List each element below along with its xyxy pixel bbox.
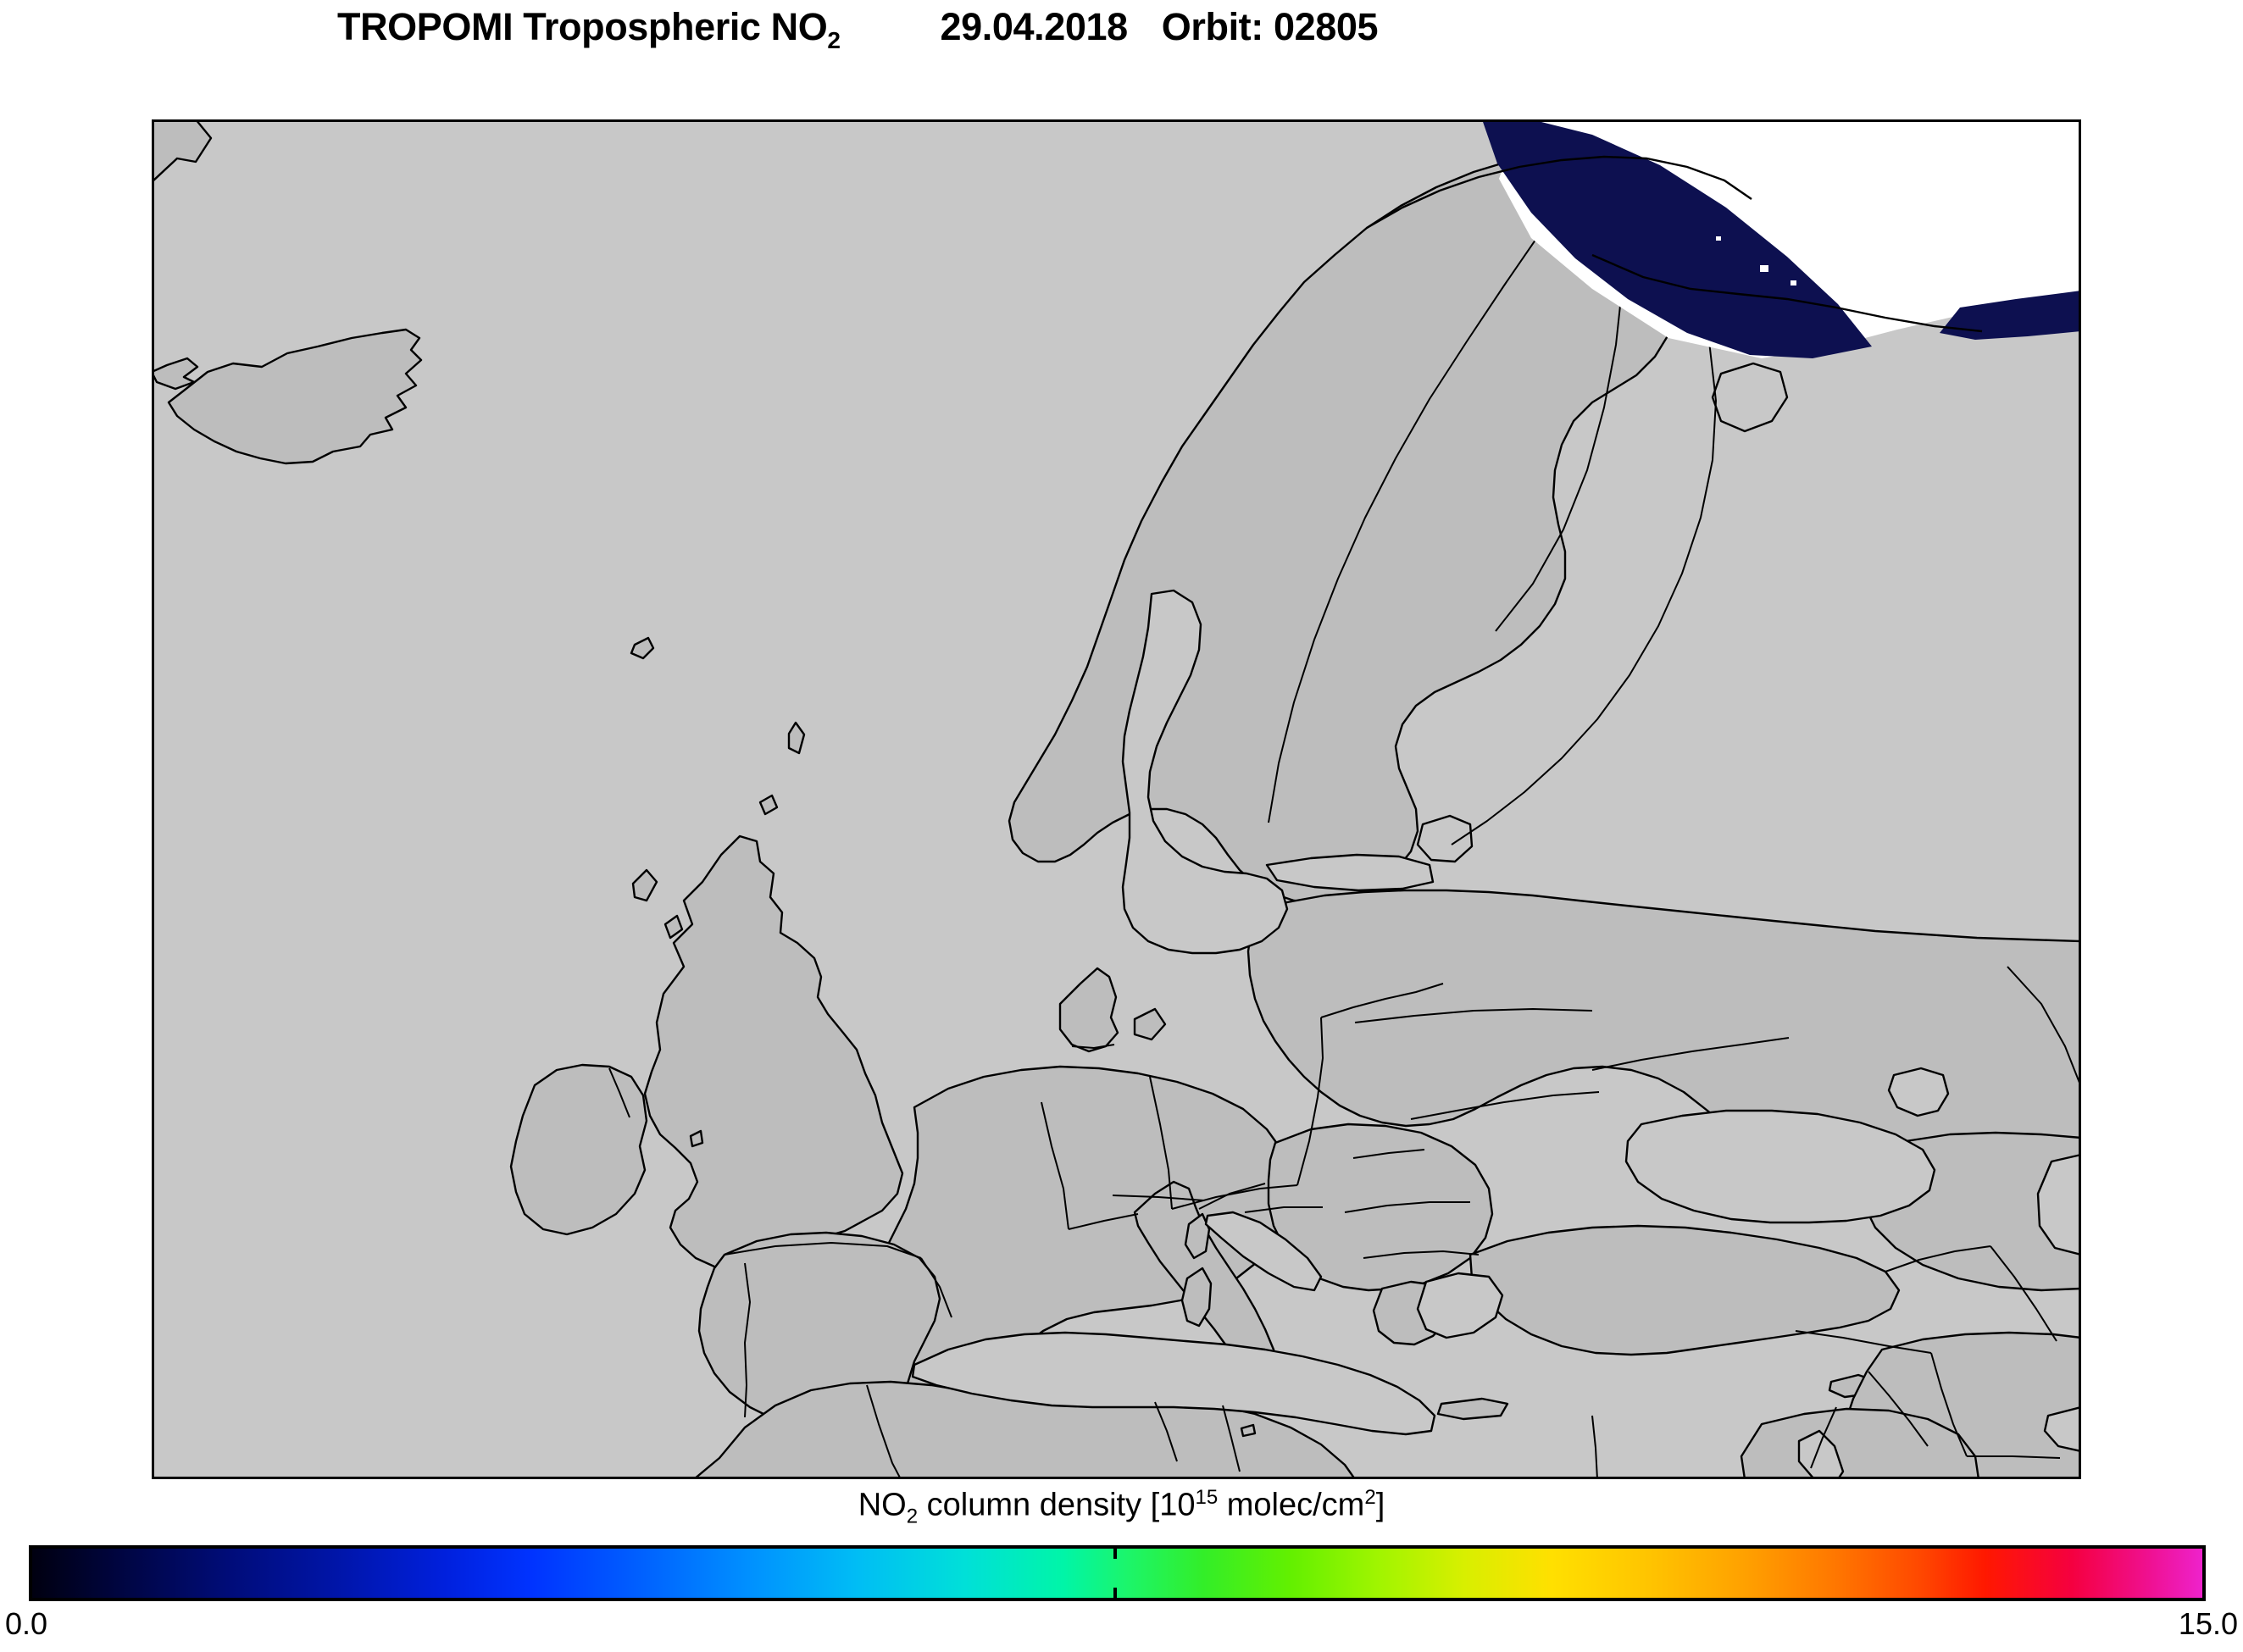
instrument-title-text: TROPOMI Tropospheric NO: [337, 5, 828, 48]
hebrides: [631, 868, 658, 902]
ireland: [509, 1063, 648, 1236]
border-syria-iraq: [1930, 1352, 1968, 1457]
border-bulgaria-greece-turkey: [1363, 1250, 1480, 1259]
swath-speckles: [1646, 201, 1784, 274]
swath-low-value-region: [1483, 122, 1872, 358]
border-romania-ukraine: [1410, 1091, 1600, 1120]
colorbar-label-subscript: 2: [906, 1505, 919, 1528]
orbit-label: Orbit:: [1161, 5, 1263, 48]
border-france-germany: [1041, 1101, 1069, 1230]
border-finland-russia: [1451, 229, 1717, 845]
greenland-sliver: [154, 122, 213, 181]
border-israel-egypt: [1810, 1406, 1837, 1469]
colorbar-min-label: 0.0: [5, 1606, 48, 1641]
country-borders-group: [608, 220, 2079, 1477]
faroe-islands: [630, 636, 655, 660]
border-turkey-syria: [1795, 1330, 1932, 1354]
arctic-coastline-overstroke: [1366, 155, 1983, 333]
page-title: TROPOMI Tropospheric NO2 29.04.2018 Orbit:…: [337, 5, 1379, 54]
border-france-spain-pyrenees: [920, 1257, 952, 1318]
border-algeria-libya: [1222, 1405, 1241, 1472]
mediterranean-sea: [911, 1331, 1436, 1436]
colorbar-label-units: molec/cm: [1218, 1487, 1365, 1523]
colorbar-label-bracket-close: ]: [1375, 1487, 1385, 1523]
inland-seas-group: [911, 362, 2079, 1477]
colorbar-gradient[interactable]: [29, 1545, 2206, 1601]
crete: [1436, 1397, 1509, 1421]
border-turkey-georgia-armenia: [1885, 1245, 1991, 1272]
border-ukraine-belarus: [1354, 1008, 1593, 1023]
border-algeria-tunisia: [1154, 1401, 1178, 1462]
colorbar-tick-mid-top: [1113, 1549, 1117, 1559]
border-austria-hungary: [1244, 1206, 1323, 1213]
caspian-sea: [2036, 1154, 2079, 1256]
border-russia-kazakhstan: [2007, 966, 2079, 1084]
border-romania-bulgaria: [1344, 1201, 1470, 1213]
border-germany-austria: [1112, 1195, 1205, 1201]
malta: [1240, 1423, 1257, 1438]
persian-gulf: [2043, 1406, 2079, 1452]
scandinavia: [1008, 143, 1763, 904]
map-panel[interactable]: [152, 119, 2081, 1479]
baltic-sea: [1121, 589, 1289, 955]
border-germany-denmark: [1071, 1044, 1115, 1049]
zealand-island: [1133, 1007, 1167, 1041]
colorbar-container[interactable]: [29, 1545, 2206, 1601]
shetland-islands: [787, 721, 806, 755]
border-italy-balkans: [1198, 1183, 1266, 1210]
adriatic-sea: [1204, 1211, 1323, 1292]
kola-coastline: [1591, 253, 1983, 333]
gulf-of-finland: [1265, 853, 1435, 892]
colorbar-label-units-exponent: 2: [1364, 1486, 1376, 1509]
border-portugal-spain: [744, 1262, 751, 1418]
landmass-group: [154, 122, 2079, 1477]
swath-holes: [1716, 236, 1796, 285]
europe-map[interactable]: [152, 119, 2081, 1479]
border-germany-poland: [1149, 1076, 1173, 1210]
orkney-islands: [758, 794, 779, 816]
border-hungary-romania: [1352, 1149, 1425, 1159]
colorbar-axis-label: NO2 column density [1015 molec/cm2]: [0, 1486, 2243, 1528]
border-turkey-iran: [1990, 1245, 2057, 1342]
border-poland-belarus: [1296, 1017, 1324, 1186]
colorbar-label-prefix: NO: [858, 1487, 907, 1523]
colorbar-label-exponent: 15: [1195, 1486, 1219, 1509]
denmark: [1058, 967, 1119, 1053]
instrument-title-subscript: 2: [827, 27, 841, 53]
border-france-italy: [1068, 1213, 1139, 1230]
observation-date: 29.04.2018: [940, 5, 1129, 48]
aegean-sea: [1416, 1272, 1504, 1339]
colorbar-tick-mid-bottom: [1113, 1588, 1117, 1598]
turkey-anatolia: [1468, 1224, 1901, 1356]
border-norway-sweden: [1268, 230, 1542, 823]
border-syria-jordan-israel: [1868, 1371, 1929, 1447]
no2-swath-overlay: [1483, 122, 2079, 358]
swath-east-strip: [1940, 291, 2079, 340]
border-baltics-russia: [1320, 983, 1444, 1018]
iceland-westfjords: [154, 357, 199, 391]
corsica: [1184, 1212, 1211, 1260]
orbit-number: 02805: [1273, 5, 1379, 48]
norway-arctic-coast: [1366, 155, 1752, 230]
border-ukraine-russia: [1591, 1037, 1790, 1071]
border-morocco-algeria: [866, 1384, 901, 1477]
iceland: [167, 328, 423, 465]
border-libya-egypt: [1591, 1415, 1598, 1477]
great-britain: [643, 834, 904, 1272]
border-iraq-saudi: [1967, 1455, 2061, 1459]
colorbar-max-label: 15.0: [2178, 1606, 2238, 1641]
figure-title-row: TROPOMI Tropospheric NO2 29.04.2018 Orbit:…: [0, 0, 2243, 59]
sea-of-azov: [1887, 1067, 1950, 1117]
lake-ladoga: [1416, 814, 1474, 863]
border-ireland-uk: [608, 1067, 630, 1118]
border-spain-france: [724, 1242, 922, 1259]
sardinia: [1180, 1267, 1213, 1328]
colorbar-label-mid: column density [10: [918, 1487, 1196, 1523]
black-sea: [1624, 1109, 1936, 1224]
border-poland-czech-slovakia: [1171, 1184, 1298, 1210]
isle-of-skye: [663, 914, 684, 940]
isle-of-man: [689, 1129, 704, 1148]
red-sea: [1797, 1429, 1845, 1477]
